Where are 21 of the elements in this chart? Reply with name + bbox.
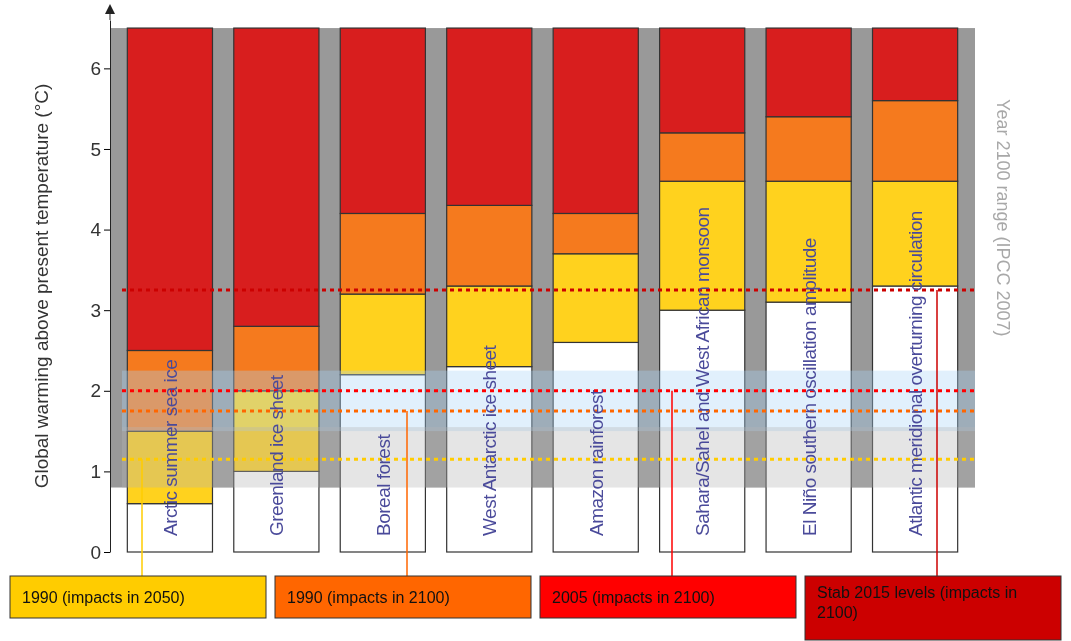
ref-line-label: 2005 (impacts in 2100)	[552, 589, 715, 606]
x-tick-label: Atlantic meridional overturning circulation	[905, 211, 927, 536]
y-axis-title: Global warming above present temperature (°C)	[31, 83, 52, 489]
y-tick-label: 0	[90, 541, 101, 563]
y-tick-label: 1	[90, 460, 101, 482]
ref-line-label: Stab 2015 levels (impacts in 2100)	[817, 584, 1018, 621]
y-tick-label: 4	[90, 219, 102, 241]
y-tick-label: 2	[90, 380, 101, 402]
x-tick-label: Arctic summer sea ice	[159, 359, 181, 536]
y-tick-label: 5	[90, 138, 101, 160]
y-tick-label: 3	[90, 299, 101, 321]
x-tick-label: Sahara/Sahel and West African monsoon	[692, 207, 714, 536]
x-tick-label: El Niño southern oscillation amplitude	[798, 238, 820, 536]
ref-line-label: 1990 (impacts in 2050)	[22, 589, 185, 606]
x-tick-label: Amazon rainforest	[585, 389, 607, 536]
x-tick-label: West Antarctic ice sheet	[479, 344, 501, 536]
x-tick-label: Greenland ice sheet	[266, 374, 288, 536]
band-label: Year 2100 range (IPCC 2007)	[993, 99, 1013, 337]
ref-line-label: 1990 (impacts in 2100)	[287, 589, 450, 606]
y-tick-label: 6	[90, 57, 101, 79]
x-tick-label: Boreal forest	[372, 433, 394, 536]
